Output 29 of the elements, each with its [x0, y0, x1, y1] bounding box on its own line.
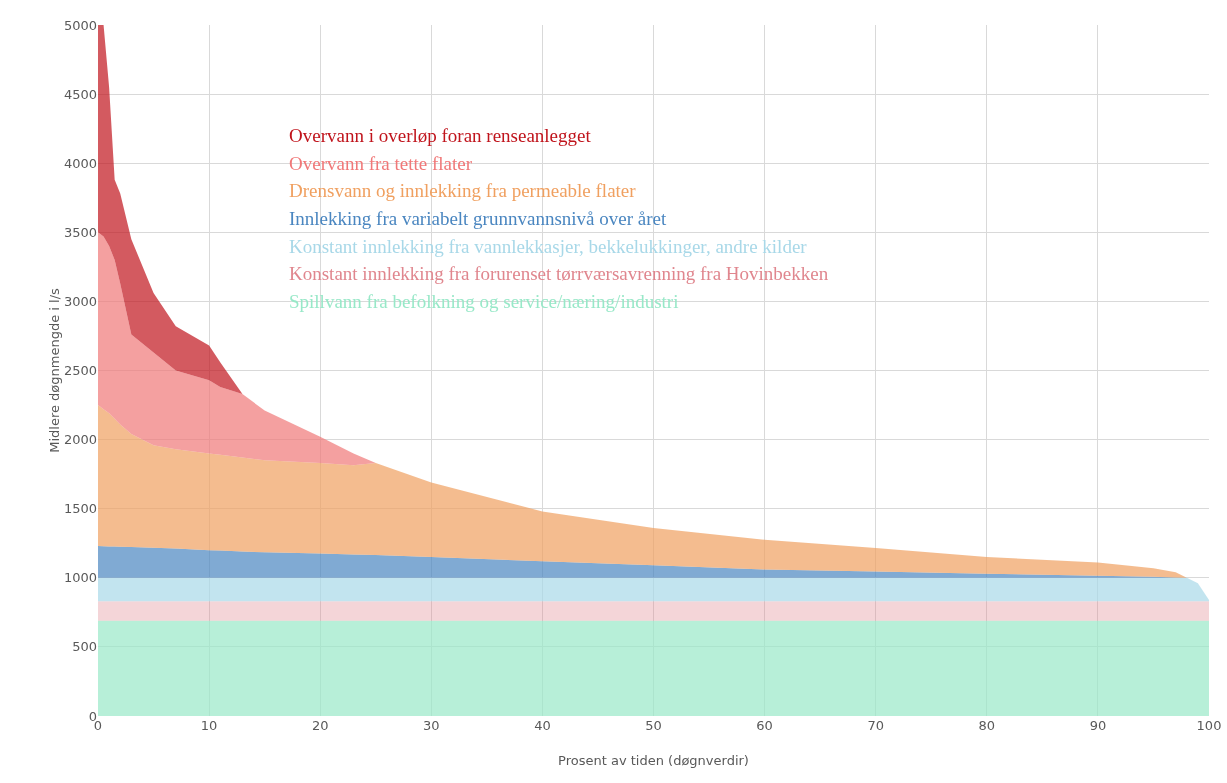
y-tick-label: 1500: [63, 501, 97, 517]
text: Innlekking fra variabelt grunnvannsnivå over året: [289, 208, 667, 229]
x-tick-label: 90: [1089, 718, 1107, 733]
text: Drensvann og innlekking fra permeable flater: [289, 180, 637, 201]
y-tick-label: 3000: [63, 293, 97, 309]
y-tick-label: 4000: [63, 155, 97, 171]
y-tick-label: 500: [72, 639, 97, 655]
x-tick-label: 70: [867, 718, 884, 733]
x-tick-label: 80: [978, 718, 996, 733]
x-tick-label: 50: [645, 718, 662, 733]
x-axis-title: Prosent av tiden (døgnverdir): [558, 753, 749, 768]
text: Konstant innlekking fra vannlekkasjer, bekkelukkinger, andre kilder: [289, 236, 808, 257]
y-tick-label: 2500: [63, 363, 97, 379]
text: Spillvann fra befolkning og service/næring/industri: [289, 291, 679, 312]
y-tick-label: 1000: [63, 570, 97, 586]
y-axis-title: Midlere døgnmengde i l/s: [46, 287, 62, 453]
y-tick-label: 5000: [63, 17, 97, 33]
text: Overvann fra tette flater: [289, 153, 473, 174]
x-tick-label: 40: [534, 718, 551, 733]
y-tick-label: 4500: [63, 86, 97, 102]
text: Konstant innlekking fra forurenset tørrværsavrenning fra Hovinbekken: [289, 263, 829, 284]
y-tick-label: 3500: [63, 224, 97, 240]
x-tick-label: 10: [200, 718, 218, 733]
x-tick-label: 20: [311, 718, 329, 733]
x-tick-label: 30: [423, 718, 440, 733]
y-tick-label: 2000: [63, 432, 97, 448]
text: Overvann i overløp foran renseanlegget: [289, 125, 592, 146]
x-tick-label: 60: [756, 718, 773, 733]
x-tick-label: 100: [1196, 718, 1222, 733]
